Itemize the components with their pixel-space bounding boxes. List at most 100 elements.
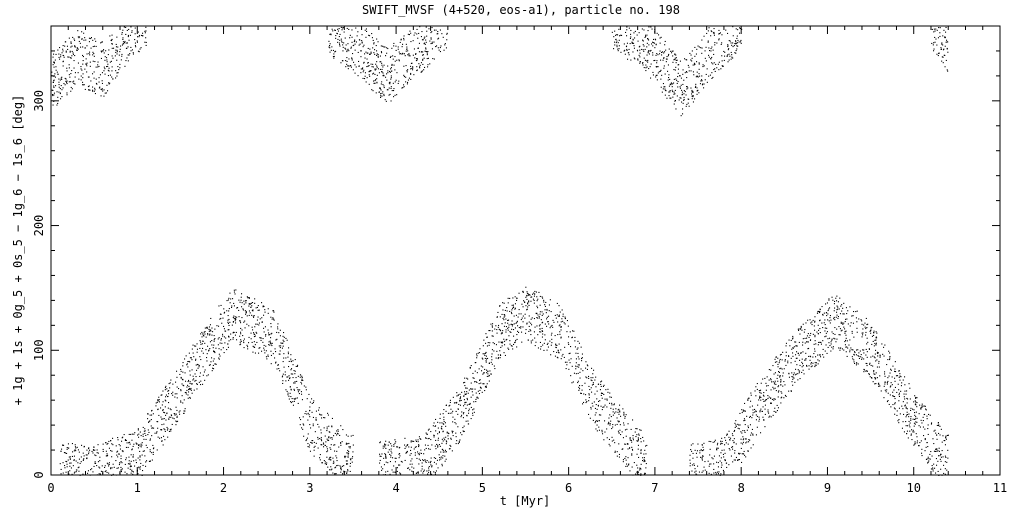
data-point [806,365,808,367]
data-point [814,321,816,323]
data-point [578,386,580,388]
data-point [354,39,356,41]
data-point [209,364,211,366]
data-point [140,462,142,464]
data-point [192,379,194,381]
data-point [348,442,350,444]
data-point [435,430,437,432]
data-point [118,453,120,455]
data-point [445,451,447,453]
data-point [815,343,817,345]
data-point [724,452,726,454]
data-point [693,64,695,66]
data-point [444,44,446,46]
data-point [482,383,484,385]
data-point [254,302,256,304]
data-point [837,317,839,319]
data-point [393,88,395,90]
data-point [802,341,804,343]
data-point [803,373,805,375]
data-point [855,354,857,356]
data-point [660,59,662,61]
data-point [530,322,532,324]
data-point [95,78,97,80]
data-point [115,46,117,48]
data-point [228,324,230,326]
data-point [545,301,547,303]
data-point [640,473,642,475]
data-point [326,446,328,448]
data-point [116,51,118,53]
data-point [371,37,373,39]
data-point [327,414,329,416]
data-point [173,413,175,415]
data-point [739,424,741,426]
data-point [658,34,660,36]
data-point [608,422,610,424]
data-point [503,338,505,340]
data-point [231,324,233,326]
data-point [747,425,749,427]
data-point [487,373,489,375]
data-point [253,333,255,335]
data-point [109,61,111,63]
data-point [632,39,634,41]
data-point [644,473,646,475]
data-point [637,444,639,446]
data-point [511,325,513,327]
data-point [802,365,804,367]
data-point [440,451,442,453]
data-point [799,378,801,380]
data-point [389,70,391,72]
data-point [695,76,697,78]
data-point [715,473,717,475]
data-point [681,89,683,91]
data-point [261,350,263,352]
data-point [682,102,684,104]
data-point [74,39,76,41]
data-point [301,383,303,385]
data-point [290,361,292,363]
data-point [858,355,860,357]
data-point [672,83,674,85]
data-point [53,61,55,63]
data-point [874,383,876,385]
data-point [350,65,352,67]
data-point [617,411,619,413]
data-point [363,69,365,71]
data-point [407,50,409,52]
data-point [182,402,184,404]
data-point [296,365,298,367]
y-tick-label: 0 [32,471,46,478]
data-point [250,302,252,304]
data-point [373,52,375,54]
data-point [701,459,703,461]
data-point [83,84,85,86]
data-point [811,321,813,323]
data-point [767,409,769,411]
data-point [870,330,872,332]
data-point [500,341,502,343]
data-point [465,407,467,409]
data-point [491,349,493,351]
data-point [884,383,886,385]
data-point [444,449,446,451]
data-point [412,67,414,69]
data-point [902,401,904,403]
data-point [253,341,255,343]
data-point [434,425,436,427]
data-point [752,433,754,435]
data-point [431,465,433,467]
data-point [547,342,549,344]
data-point [927,446,929,448]
data-point [338,28,340,30]
data-point [379,459,381,461]
data-point [159,437,161,439]
data-point [618,48,620,50]
data-point [533,318,535,320]
data-point [168,383,170,385]
data-point [277,326,279,328]
data-point [640,452,642,454]
data-point [122,41,124,43]
data-point [437,433,439,435]
